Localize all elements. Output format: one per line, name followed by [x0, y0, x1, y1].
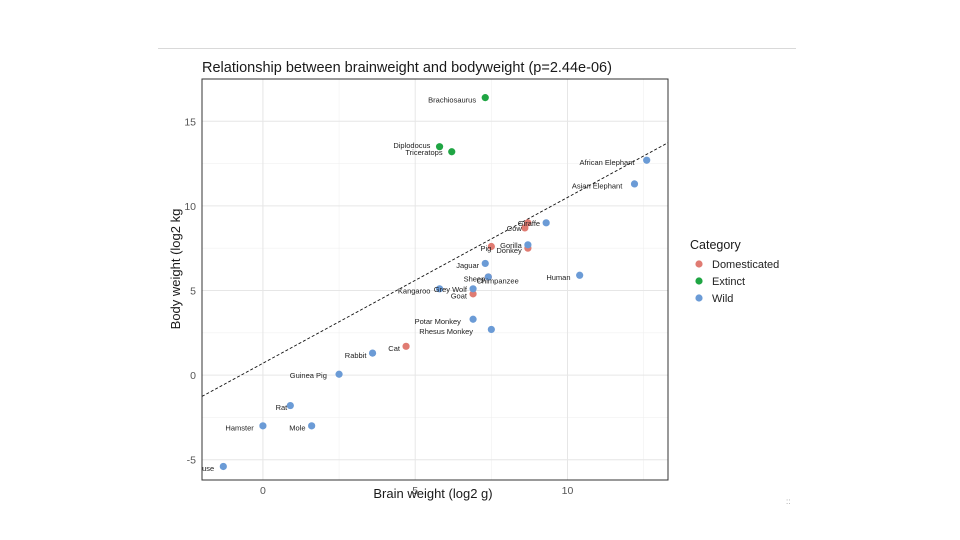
x-tick-label: 0 [260, 485, 266, 497]
point-label-pig: Pig [481, 244, 492, 253]
point-label-gorilla: Gorilla [500, 241, 523, 250]
point-label-mole: Mole [289, 424, 305, 433]
point-kangaroo [435, 285, 444, 293]
point-african-elephant [643, 156, 651, 164]
point-label-cat: Cat [388, 344, 401, 353]
point-cow [521, 224, 529, 232]
point-mouse [219, 462, 227, 471]
point-label-rabbit: Rabbit [345, 351, 368, 360]
y-tick-label: 0 [190, 370, 196, 382]
scatter-chart: Relationship between brainweight and bod… [168, 60, 779, 501]
point-triceratops [448, 148, 456, 156]
point-cat [402, 342, 410, 350]
y-tick-label: 15 [184, 116, 196, 128]
y-axis-label: Body weight (log2 kg [168, 209, 183, 330]
y-tick-label: 10 [184, 201, 196, 213]
point-potar-monkey [469, 315, 477, 323]
point-label-jaguar: Jaguar [456, 261, 479, 270]
plot-panel [202, 79, 668, 480]
point-brachiosaurus [481, 94, 489, 102]
point-human [576, 271, 584, 279]
x-tick-label: 10 [562, 485, 574, 497]
point-label-rhesus-monkey: Rhesus Monkey [419, 327, 473, 336]
point-label-african-elephant: African Elephant [579, 158, 635, 167]
chart-figure: Relationship between brainweight and bod… [158, 48, 796, 507]
point-label-diplodocus: Diplodocus [393, 141, 430, 150]
point-rhesus-monkey [487, 325, 495, 334]
point-label-asian-elephant: Asian Elephant [572, 182, 623, 191]
y-tick-label: 5 [190, 285, 196, 297]
point-label-brachiosaurus: Brachiosaurus [428, 95, 476, 104]
point-label-hamster: Hamster [225, 424, 254, 433]
point-label-grey-wolf: Grey Wolf [434, 285, 468, 294]
point-label-sheep: Sheep [464, 275, 486, 284]
legend-key-wild [695, 294, 703, 302]
point-gorilla [524, 241, 532, 249]
plot-border [201, 78, 669, 481]
point-rat [286, 401, 294, 410]
point-mole [308, 422, 316, 430]
point-label-triceratops: Triceratops [405, 148, 442, 157]
point-label-kangaroo: Kangaroo [398, 286, 431, 295]
legend-label-wild: Wild [712, 293, 733, 305]
point-label-chimpanzee: Chimpanzee [477, 276, 519, 285]
point-giraffe [542, 219, 550, 227]
point-grey-wolf [469, 285, 477, 293]
legend-label-extinct: Extinct [712, 276, 745, 288]
point-hamster [259, 422, 267, 430]
legend-label-domesticated: Domesticated [712, 259, 779, 271]
legend-key-domesticated [695, 260, 703, 268]
legend-key-extinct [695, 277, 703, 285]
point-label-guinea-pig: Guinea Pig [290, 371, 327, 380]
corner-mark: :: [786, 497, 791, 506]
point-chimpanzee [484, 273, 492, 281]
point-diplodocus [435, 143, 444, 151]
point-guinea-pig [335, 370, 343, 378]
regression-line [202, 142, 668, 397]
chart-title: Relationship between brainweight and bod… [202, 60, 612, 76]
y-tick-label: -5 [187, 455, 196, 467]
point-label-goat: Goat [451, 292, 468, 301]
point-label-donkey: Donkey [496, 246, 522, 255]
point-rabbit [368, 349, 377, 357]
point-label-giraffe: Giraffe [518, 219, 540, 228]
point-label-use: use [202, 464, 214, 473]
x-tick-label: 5 [412, 485, 418, 497]
point-label-human: Human [546, 273, 570, 282]
point-asian-elephant [630, 180, 639, 188]
point-label-rat: Rat [276, 403, 289, 412]
point-jaguar [481, 259, 489, 268]
point-pig [487, 242, 495, 251]
legend-title: Category [690, 238, 741, 252]
point-label-potar-monkey: Potar Monkey [415, 317, 462, 326]
point-goat [469, 290, 477, 298]
x-axis-label: Brain weight (log2 g) [373, 486, 492, 501]
legend: Category Domesticated Extinct Wild [690, 238, 779, 305]
point-label-cow: Cow [507, 224, 523, 233]
